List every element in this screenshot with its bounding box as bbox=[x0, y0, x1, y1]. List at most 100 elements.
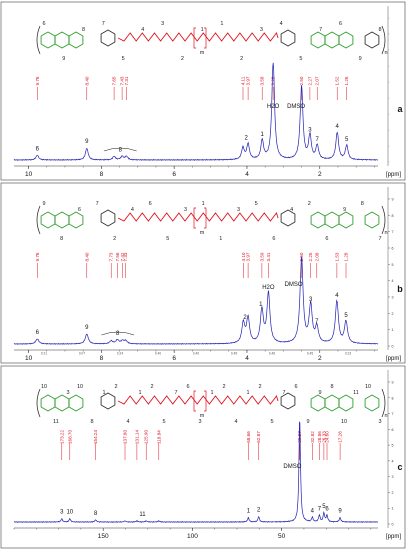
peak-assignment: 8 bbox=[94, 511, 98, 517]
peak-label: 3.97 bbox=[246, 76, 251, 85]
peak-label: 1.53 bbox=[334, 252, 339, 261]
peak-assignment: 3 bbox=[60, 510, 64, 516]
peak-assignment: 7 bbox=[318, 506, 322, 512]
structure-number: 1 bbox=[138, 390, 141, 396]
peak-assignment: 4 bbox=[336, 124, 340, 130]
peak-label: 39.87 bbox=[297, 431, 302, 443]
peak-label: 8.40 bbox=[84, 252, 89, 261]
peak-label: 17.26 bbox=[338, 431, 343, 443]
structure-ring bbox=[40, 394, 56, 412]
structure-number: 6 bbox=[294, 384, 297, 390]
integral-value: 0.45 bbox=[307, 352, 313, 356]
structure-ring bbox=[338, 31, 354, 49]
chemical-structure: 6 9 8 7 5 4 3 2 1 1 2 3 4 5 7 6 9 8 m n bbox=[36, 21, 388, 62]
peak-label: 2.25 bbox=[308, 252, 313, 261]
x-tick-label: 150 bbox=[98, 533, 109, 540]
structure-ring bbox=[324, 31, 340, 49]
peak-label: 68.66 bbox=[246, 431, 251, 443]
x-tick-label: 6 bbox=[172, 355, 176, 362]
x-tick-label: 50 bbox=[278, 533, 286, 540]
y-tick-label: 6 bbox=[392, 247, 394, 251]
panel-label: a bbox=[397, 104, 403, 114]
x-tick-label: 8 bbox=[100, 171, 104, 178]
structure-chain bbox=[117, 32, 279, 42]
x-tick-label: 100 bbox=[187, 533, 198, 540]
peak-label: 7.33 bbox=[123, 252, 128, 261]
structure-number: 3 bbox=[184, 207, 187, 213]
structure-number: 8 bbox=[90, 419, 93, 425]
peak-label: 3.59 bbox=[259, 252, 264, 261]
spectrum-line bbox=[13, 421, 379, 523]
multiplet-bracket bbox=[101, 331, 135, 336]
structure-bracket bbox=[204, 390, 207, 412]
peak-assignment: 3 bbox=[309, 297, 313, 303]
structure-bracket bbox=[193, 390, 196, 412]
y-tick-label: 1 bbox=[392, 328, 394, 332]
structure-ring bbox=[54, 211, 70, 229]
peak-label: 7.56 bbox=[115, 252, 120, 261]
peak-label: 4.11 bbox=[241, 76, 246, 85]
structure-number: 9 bbox=[62, 56, 65, 62]
structure-number: 2 bbox=[258, 384, 261, 390]
y-tick-label: 7 bbox=[392, 230, 394, 234]
peak-label: 2.27 bbox=[307, 76, 312, 85]
structure-number: 6 bbox=[149, 201, 152, 207]
structure-bracket bbox=[36, 25, 41, 55]
peak-label: 3.58 bbox=[260, 76, 265, 85]
panel-frame bbox=[0, 182, 406, 364]
structure-number: 9 bbox=[359, 56, 362, 62]
structure-number: 3 bbox=[237, 207, 240, 213]
structure-bracket bbox=[36, 388, 41, 418]
structure-ring bbox=[310, 394, 326, 412]
panel-frame bbox=[0, 1, 406, 181]
peak-assignment: 7 bbox=[316, 137, 320, 143]
structure-number: 8 bbox=[378, 27, 381, 33]
integral-value: 0.24 bbox=[117, 352, 123, 356]
structure-number: 7 bbox=[174, 390, 177, 396]
peak-label: 9.76 bbox=[35, 252, 40, 261]
peak-assignment: 5 bbox=[322, 504, 326, 510]
structure-ring bbox=[338, 394, 354, 412]
x-axis-label: [ppm] bbox=[386, 534, 401, 540]
peak-assignment: H2O bbox=[267, 104, 280, 110]
structure-ring bbox=[68, 211, 84, 229]
structure-ring bbox=[364, 211, 380, 229]
y-tick-label: 9 bbox=[392, 198, 394, 202]
peak-assignment: 6 bbox=[325, 506, 329, 512]
structure-number: 8 bbox=[60, 236, 63, 242]
structure-number: 3 bbox=[161, 21, 164, 27]
peak-label: 7.42 bbox=[120, 252, 125, 261]
x-tick-label: 6 bbox=[172, 171, 176, 178]
structure-number: 1 bbox=[202, 201, 205, 207]
peak-assignment: 5 bbox=[345, 137, 349, 143]
peak-label: 1.28 bbox=[344, 252, 349, 261]
structure-ring bbox=[100, 209, 116, 227]
y-tick-label: 1 bbox=[392, 507, 394, 511]
structure-number: 7 bbox=[378, 236, 381, 242]
structure-number: 2 bbox=[222, 384, 225, 390]
structure-number: 7 bbox=[96, 201, 99, 207]
structure-ring bbox=[364, 394, 380, 412]
structure-bracket bbox=[193, 207, 196, 229]
structure-bracket bbox=[381, 25, 386, 55]
structure-number: 7 bbox=[102, 21, 105, 27]
structure-ring bbox=[324, 394, 340, 412]
peak-assignment: 1 bbox=[247, 509, 251, 515]
y-tick-label: 7 bbox=[392, 412, 394, 416]
structure-number: 11 bbox=[53, 419, 59, 425]
structure-number: m bbox=[200, 413, 205, 419]
peak-assignment: DMSO bbox=[283, 464, 301, 470]
integral-value: 0.45 bbox=[231, 352, 237, 356]
structure-number: 5 bbox=[270, 419, 273, 425]
y-tick-label: 8 bbox=[392, 214, 394, 218]
peak-assignment: 6 bbox=[36, 330, 40, 336]
peak-label: 7.31 bbox=[124, 76, 129, 85]
peak-label: 3.97 bbox=[246, 252, 251, 261]
peak-label: 125.90 bbox=[144, 430, 149, 444]
peak-assignment: 1 bbox=[259, 302, 263, 308]
peak-label: 2.07 bbox=[315, 76, 320, 85]
x-tick-label: 8 bbox=[100, 355, 104, 362]
structure-number: 1 bbox=[219, 236, 222, 242]
structure-bracket bbox=[193, 27, 196, 49]
structure-number: 6 bbox=[78, 207, 81, 213]
